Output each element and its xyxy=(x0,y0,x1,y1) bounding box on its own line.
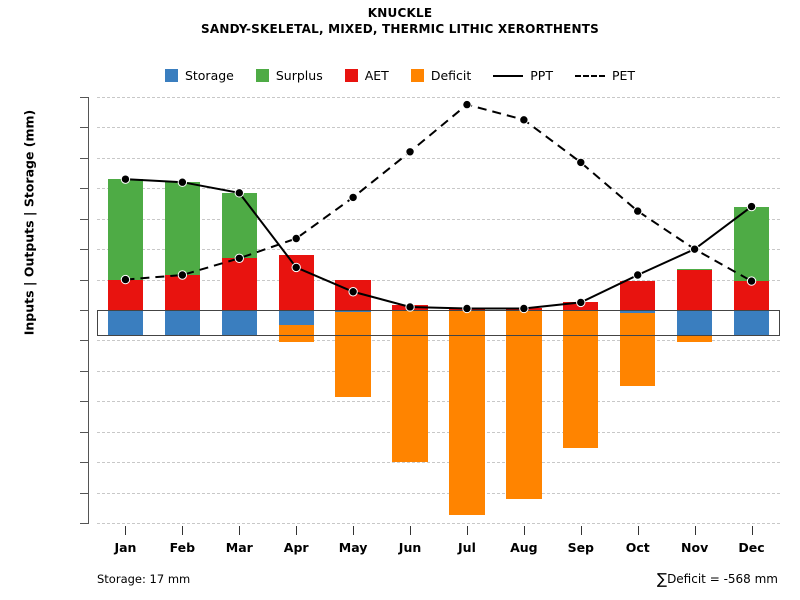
gridline xyxy=(97,127,780,129)
sigma-icon: ∑ xyxy=(656,570,668,588)
gridline xyxy=(97,401,780,403)
storage-capacity-outline xyxy=(97,310,780,336)
bar-segment xyxy=(733,310,770,336)
gridline xyxy=(97,431,780,433)
bar-segment xyxy=(563,302,599,310)
y-axis-spine xyxy=(88,97,89,523)
legend-item-aet[interactable]: AET xyxy=(344,68,389,83)
gridline xyxy=(97,157,780,159)
bar-segment xyxy=(676,335,713,342)
bar-segment xyxy=(733,281,770,310)
legend-label-pet: PET xyxy=(611,68,636,83)
x-axis-tick xyxy=(125,526,127,535)
bar-segment xyxy=(506,310,542,499)
bar-segment xyxy=(620,313,656,387)
legend-item-pet[interactable]: PET xyxy=(574,68,636,83)
bar-segment xyxy=(221,258,257,310)
legend-label-aet: AET xyxy=(364,68,389,83)
bar-segment xyxy=(676,310,713,336)
gridline xyxy=(97,492,780,494)
x-axis-tick-label[interactable]: Mar xyxy=(225,540,253,555)
x-axis-tick xyxy=(580,526,582,535)
bar-segment xyxy=(107,279,144,310)
x-axis-tick-label[interactable]: Jul xyxy=(458,540,476,555)
x-axis-tick xyxy=(466,526,468,535)
gridline xyxy=(97,523,780,524)
bar-segment xyxy=(620,310,656,314)
x-axis-tick xyxy=(182,526,184,535)
x-axis-tick-label[interactable]: Sep xyxy=(567,540,594,555)
bar-segment xyxy=(335,311,371,397)
legend-item-ppt[interactable]: PPT xyxy=(493,68,553,83)
deficit-swatch-icon xyxy=(410,69,424,82)
x-axis-tick-label[interactable]: Feb xyxy=(169,540,196,555)
legend-item-surplus[interactable]: Surplus xyxy=(255,68,323,83)
bar-segment xyxy=(278,325,314,342)
x-axis-tick xyxy=(353,526,355,535)
x-axis-tick xyxy=(751,526,753,535)
zero-line xyxy=(97,310,780,311)
x-axis-tick-label[interactable]: May xyxy=(338,540,368,555)
chart-subtitle: SANDY-SKELETAL, MIXED, THERMIC LITHIC XE… xyxy=(201,22,599,36)
gridline xyxy=(97,97,780,98)
y-axis-tick xyxy=(80,523,89,524)
deficit-total-note: ∑Deficit = -568 mm xyxy=(657,570,778,588)
x-axis-tick-label[interactable]: Oct xyxy=(625,540,650,555)
surplus-swatch-icon xyxy=(255,69,269,82)
x-axis-tick-label[interactable]: Aug xyxy=(510,540,538,555)
bar-segment xyxy=(164,275,200,310)
gridline xyxy=(97,462,780,464)
bar-segment xyxy=(676,268,713,271)
bar-segment xyxy=(620,281,656,310)
plot-area xyxy=(97,97,780,524)
legend-label-surplus: Surplus xyxy=(275,68,323,83)
gridline xyxy=(97,340,780,342)
x-axis-tick-label[interactable]: Apr xyxy=(283,540,309,555)
bar-segment xyxy=(449,310,485,516)
x-axis-tick xyxy=(694,526,696,535)
bar-segment xyxy=(278,310,314,326)
x-axis-tick xyxy=(239,526,241,535)
bar-segment xyxy=(278,255,314,310)
x-axis-tick-label[interactable]: Dec xyxy=(738,540,765,555)
bar-segment xyxy=(733,206,770,282)
storage-swatch-icon xyxy=(164,69,178,82)
x-axis-tick xyxy=(296,526,298,535)
bar-segment xyxy=(107,179,144,280)
deficit-total-text: Deficit = -568 mm xyxy=(667,572,778,586)
legend-label-ppt: PPT xyxy=(530,68,553,83)
chart-title: KNUCKLE xyxy=(367,6,433,20)
bar-segment xyxy=(107,310,144,336)
bar-segment xyxy=(221,192,257,259)
x-axis-tick xyxy=(523,526,525,535)
bar-segment xyxy=(164,182,200,275)
ppt-line-icon xyxy=(493,74,524,77)
gridline xyxy=(97,370,780,372)
bar-segment xyxy=(335,279,371,310)
aet-swatch-icon xyxy=(344,69,358,82)
bar-segment xyxy=(164,310,200,336)
legend-item-deficit[interactable]: Deficit xyxy=(410,68,472,83)
x-axis-tick-label[interactable]: Nov xyxy=(681,540,709,555)
y-axis-title: Inputs | Outputs | Storage (mm) xyxy=(21,109,37,336)
legend-label-storage: Storage xyxy=(184,68,234,83)
x-axis-tick xyxy=(410,526,412,535)
legend-item-storage[interactable]: Storage xyxy=(164,68,234,83)
pet-line-icon xyxy=(574,74,605,77)
bar-segment xyxy=(563,310,599,449)
storage-note: Storage: 17 mm xyxy=(97,572,191,586)
x-axis-tick xyxy=(637,526,639,535)
bar-segment xyxy=(676,270,713,310)
bar-segment xyxy=(221,310,257,336)
legend-label-deficit: Deficit xyxy=(430,68,472,83)
x-axis-tick-label[interactable]: Jan xyxy=(114,540,137,555)
x-axis-tick-label[interactable]: Jun xyxy=(398,540,422,555)
chart-legend: Storage Surplus AET Deficit PPT PET xyxy=(0,68,800,83)
chart-title-block: KNUCKLE SANDY-SKELETAL, MIXED, THERMIC L… xyxy=(0,6,800,37)
